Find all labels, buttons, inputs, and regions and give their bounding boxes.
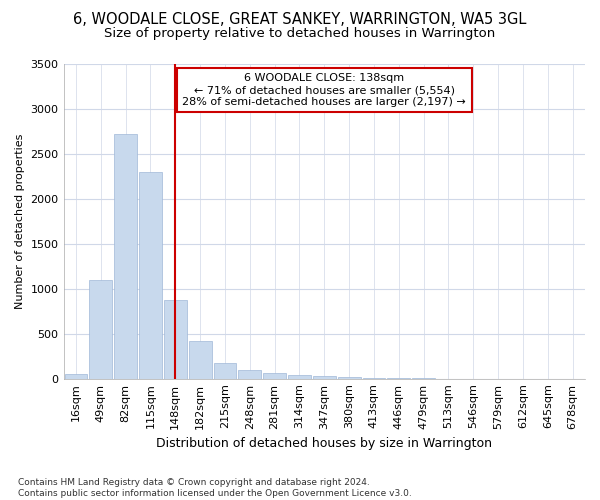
Bar bbox=[313, 376, 335, 378]
Bar bbox=[89, 280, 112, 378]
Text: Size of property relative to detached houses in Warrington: Size of property relative to detached ho… bbox=[104, 28, 496, 40]
Bar bbox=[65, 374, 88, 378]
Bar bbox=[139, 172, 162, 378]
Text: 6 WOODALE CLOSE: 138sqm
← 71% of detached houses are smaller (5,554)
28% of semi: 6 WOODALE CLOSE: 138sqm ← 71% of detache… bbox=[182, 74, 466, 106]
Text: 6, WOODALE CLOSE, GREAT SANKEY, WARRINGTON, WA5 3GL: 6, WOODALE CLOSE, GREAT SANKEY, WARRINGT… bbox=[73, 12, 527, 28]
Bar bbox=[164, 300, 187, 378]
Bar bbox=[263, 374, 286, 378]
X-axis label: Distribution of detached houses by size in Warrington: Distribution of detached houses by size … bbox=[156, 437, 492, 450]
Text: Contains HM Land Registry data © Crown copyright and database right 2024.
Contai: Contains HM Land Registry data © Crown c… bbox=[18, 478, 412, 498]
Bar bbox=[238, 370, 261, 378]
Bar bbox=[214, 363, 236, 378]
Bar bbox=[188, 341, 212, 378]
Bar bbox=[114, 134, 137, 378]
Bar bbox=[288, 375, 311, 378]
Y-axis label: Number of detached properties: Number of detached properties bbox=[15, 134, 25, 309]
